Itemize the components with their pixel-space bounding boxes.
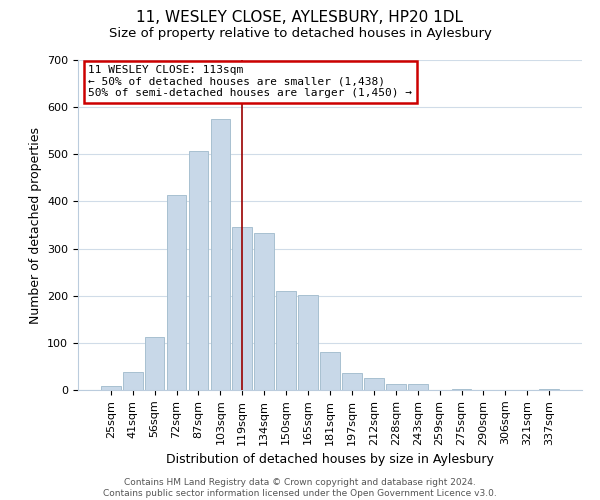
Bar (101, 386, 121, 390)
Bar (145, 336, 164, 390)
Text: 11, WESLEY CLOSE, AYLESBURY, HP20 1DL: 11, WESLEY CLOSE, AYLESBURY, HP20 1DL (137, 10, 464, 25)
Bar (320, 352, 340, 390)
Bar (386, 384, 406, 390)
Bar (408, 384, 428, 390)
Bar (539, 389, 559, 390)
Bar (123, 372, 143, 390)
Bar (364, 378, 384, 390)
Bar (211, 119, 230, 390)
Bar (188, 151, 208, 390)
Bar (232, 228, 252, 390)
Text: 11 WESLEY CLOSE: 113sqm
← 50% of detached houses are smaller (1,438)
50% of semi: 11 WESLEY CLOSE: 113sqm ← 50% of detache… (88, 65, 412, 98)
Bar (276, 291, 296, 390)
Bar (452, 388, 472, 390)
Y-axis label: Number of detached properties: Number of detached properties (29, 126, 41, 324)
Bar (298, 295, 318, 390)
Text: Contains HM Land Registry data © Crown copyright and database right 2024.
Contai: Contains HM Land Registry data © Crown c… (103, 478, 497, 498)
Bar (167, 196, 187, 390)
Bar (342, 372, 362, 390)
Text: Size of property relative to detached houses in Aylesbury: Size of property relative to detached ho… (109, 28, 491, 40)
X-axis label: Distribution of detached houses by size in Aylesbury: Distribution of detached houses by size … (166, 453, 494, 466)
Bar (254, 234, 274, 390)
